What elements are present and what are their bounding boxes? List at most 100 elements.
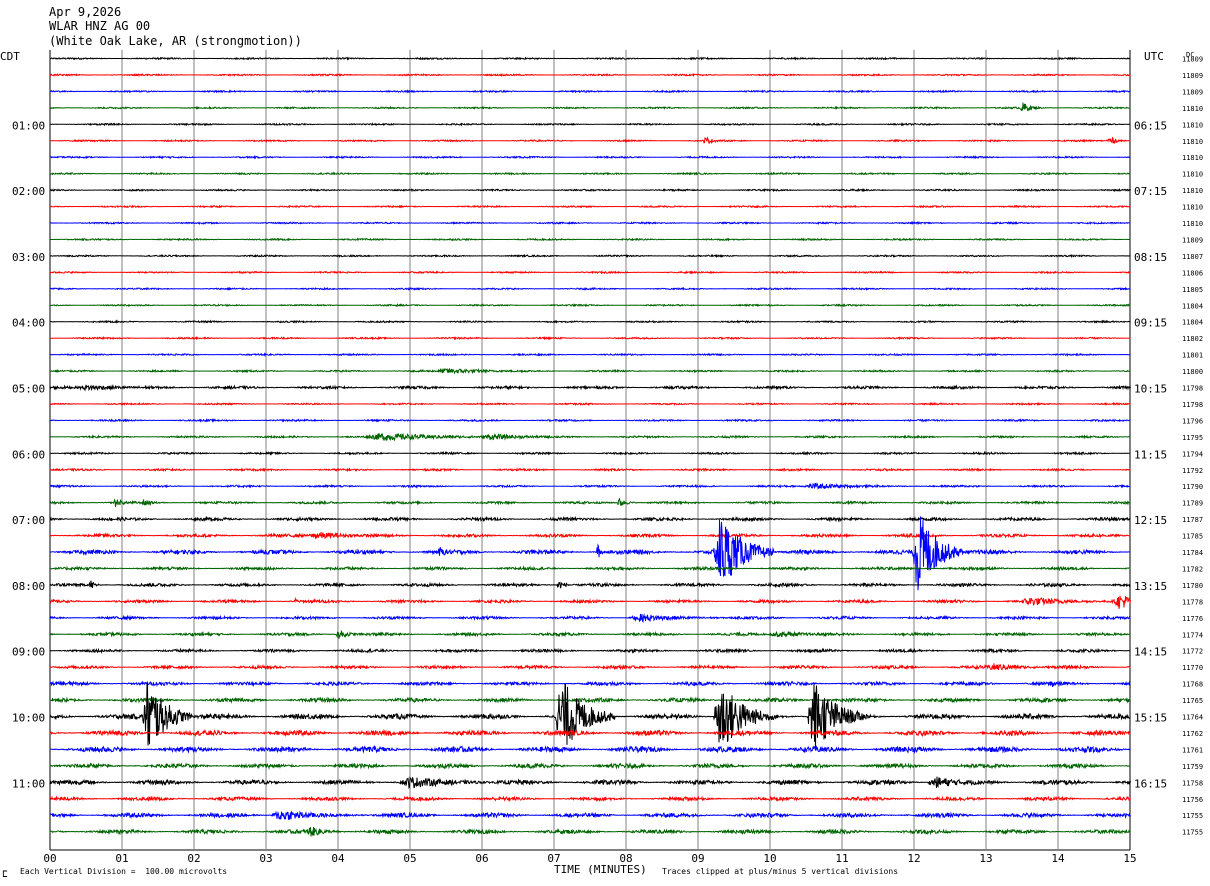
dc-offset-label: 11755 (1182, 812, 1203, 820)
x-axis-label: TIME (MINUTES) (554, 863, 647, 876)
trace-line (49, 401, 1131, 407)
trace-line (49, 89, 1131, 94)
trace-line (49, 680, 1131, 688)
trace-line (49, 122, 1131, 127)
dc-offset-label: 11764 (1182, 714, 1203, 722)
trace-line (50, 532, 1131, 540)
trace-line (49, 728, 1131, 738)
dc-offset-label: 11756 (1182, 796, 1203, 804)
trace-line (49, 303, 1131, 308)
utc-time-label: 08:15 (1134, 251, 1167, 264)
cdt-time-label: 07:00 (12, 514, 45, 527)
dc-offset-label: 11802 (1182, 335, 1203, 343)
dc-offset-label: 11800 (1182, 368, 1203, 376)
dc-offset-label: 11762 (1182, 730, 1203, 738)
dc-offset-label: 11792 (1182, 467, 1203, 475)
dc-offset-label: 11804 (1182, 302, 1203, 310)
dc-offset-label: 11776 (1182, 615, 1203, 623)
trace-line (49, 432, 1131, 442)
cdt-time-label: 06:00 (12, 448, 45, 461)
trace-line (49, 352, 1131, 357)
division-note: Each Vertical Division = 100.00 microvol… (20, 867, 228, 876)
dc-offset-label: 11770 (1182, 664, 1203, 672)
cdt-time-label: 09:00 (12, 646, 45, 659)
header-station: WLAR HNZ AG 00 (49, 19, 151, 33)
cdt-time-label: 08:00 (12, 580, 45, 593)
dc-offset-label: 11780 (1182, 582, 1203, 590)
dc-offset-label: 11759 (1182, 763, 1203, 771)
cdt-time-label: 02:00 (12, 185, 45, 198)
trace-line (49, 795, 1131, 803)
trace-line (49, 745, 1131, 754)
trace-line (50, 154, 1131, 160)
cdt-time-label: 11:00 (12, 777, 45, 790)
header-date: Apr 9,2026 (49, 5, 122, 19)
trace-line (49, 613, 1131, 623)
x-tick-label: 10 (763, 852, 776, 865)
dc-offset-label: 11768 (1182, 681, 1203, 689)
dc-offset-label: 11782 (1182, 565, 1203, 573)
utc-time-label: 06:15 (1134, 119, 1167, 132)
trace-line (49, 171, 1131, 176)
dc-offset-label: 11806 (1182, 269, 1203, 277)
trace-line (49, 498, 1131, 507)
dc-offset-label: 11758 (1182, 779, 1203, 787)
cdt-time-label: 05:00 (12, 383, 45, 396)
x-tick-label: 14 (1051, 852, 1065, 865)
trace-line (49, 335, 1131, 341)
trace-line (49, 595, 1131, 609)
cdt-time-label: 04:00 (12, 317, 45, 330)
trace-line (49, 762, 1131, 770)
utc-time-label: 09:15 (1134, 317, 1167, 330)
dc-offset-label: 11787 (1182, 516, 1203, 524)
dc-offset-label: 11809 (1182, 236, 1203, 244)
utc-time-label: 13:15 (1134, 580, 1167, 593)
trace-line (50, 286, 1131, 291)
trace-line (49, 417, 1131, 423)
trace-line (49, 188, 1131, 193)
trace-line (49, 810, 1131, 820)
utc-time-label: 10:15 (1134, 383, 1167, 396)
x-tick-label: 02 (187, 852, 200, 865)
dc-offset-label: 11794 (1182, 450, 1203, 458)
trace-line (49, 682, 1131, 751)
dc-offset-label: 11810 (1182, 154, 1203, 162)
trace-line (49, 384, 1131, 392)
x-tick-label: 07 (547, 852, 560, 865)
dc-offset-label: 11755 (1182, 829, 1203, 837)
dc-offset-label: 11810 (1182, 171, 1203, 179)
dc-offset-label: 11774 (1182, 631, 1203, 639)
cdt-axis-label: CDT (0, 50, 20, 63)
trace-line (49, 696, 1131, 704)
dc-offset-label: 11785 (1182, 533, 1203, 541)
trace-line (49, 237, 1131, 242)
trace-line (49, 450, 1131, 456)
dc-offset-label: 11795 (1182, 434, 1203, 442)
trace-line (49, 367, 1131, 375)
dc-offset-label: 11807 (1182, 253, 1203, 261)
trace-line (49, 72, 1131, 78)
trace-line (49, 482, 1131, 490)
x-tick-label: 05 (403, 852, 416, 865)
x-tick-label: 06 (475, 852, 488, 865)
x-tick-label: 01 (115, 852, 128, 865)
utc-time-label: 15:15 (1134, 712, 1167, 725)
trace-line (49, 776, 1131, 790)
x-tick-label: 00 (43, 852, 56, 865)
logo-icon: ⵎ (2, 870, 8, 880)
dc-offset-label: 11784 (1182, 549, 1203, 557)
header-location: (White Oak Lake, AR (strongmotion)) (49, 34, 302, 48)
dc-offset-label: 11778 (1182, 598, 1203, 606)
trace-line (49, 580, 1131, 589)
dc-offset-label: 11798 (1182, 401, 1203, 409)
trace-line (49, 102, 1131, 112)
dc-offset-label: 11809 (1182, 88, 1203, 96)
trace-line (49, 253, 1131, 259)
x-tick-label: 15 (1123, 852, 1136, 865)
dc-offset-label: 11810 (1182, 187, 1203, 195)
utc-time-label: 12:15 (1134, 514, 1167, 527)
trace-line (49, 630, 1131, 639)
dc-offset-label: 11801 (1182, 352, 1203, 360)
utc-time-label: 16:15 (1134, 777, 1167, 790)
